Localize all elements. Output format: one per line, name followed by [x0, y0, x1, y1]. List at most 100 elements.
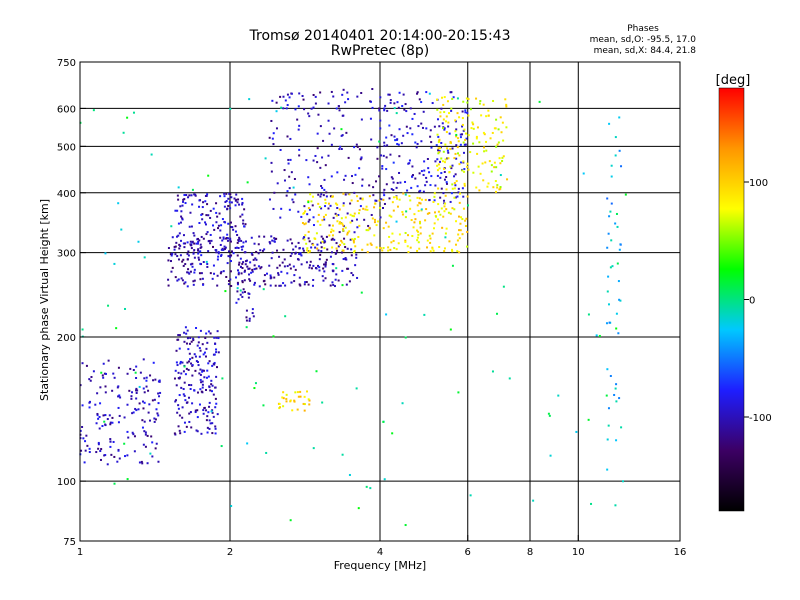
data-point: [97, 447, 100, 450]
data-point: [483, 150, 486, 153]
data-point: [344, 257, 347, 260]
data-point: [189, 244, 192, 247]
data-point: [183, 331, 186, 334]
data-point: [277, 273, 280, 276]
data-point: [450, 167, 453, 170]
data-point: [430, 175, 433, 178]
data-point: [152, 379, 155, 382]
data-point: [272, 132, 275, 135]
data-point: [331, 224, 334, 227]
data-point: [342, 229, 345, 232]
data-point: [332, 270, 335, 273]
data-point: [609, 266, 612, 269]
data-point: [231, 226, 234, 229]
data-point: [247, 296, 250, 299]
data-point: [117, 421, 120, 424]
data-point: [587, 418, 590, 421]
data-point: [211, 409, 214, 412]
data-point: [144, 445, 147, 448]
data-point: [177, 371, 180, 374]
data-point: [186, 258, 189, 261]
data-point: [81, 404, 84, 407]
data-point: [309, 260, 312, 263]
data-point: [92, 109, 95, 112]
data-point: [421, 198, 424, 201]
data-point: [208, 405, 211, 408]
data-point: [426, 157, 429, 160]
data-point: [206, 231, 209, 234]
data-point: [346, 231, 349, 234]
data-point: [187, 268, 190, 271]
data-point: [353, 215, 356, 218]
data-point: [320, 193, 323, 196]
data-point: [314, 95, 317, 98]
data-point: [500, 131, 503, 134]
data-point: [236, 290, 239, 293]
data-point: [415, 146, 418, 149]
data-point: [182, 264, 185, 267]
data-point: [339, 244, 342, 247]
data-point: [148, 403, 151, 406]
data-point: [307, 283, 310, 286]
data-point: [618, 397, 621, 400]
data-point: [395, 196, 398, 199]
data-point: [229, 107, 232, 110]
data-point: [142, 358, 145, 361]
data-point: [501, 121, 504, 124]
data-point: [307, 230, 310, 233]
data-point: [140, 460, 143, 463]
data-point: [92, 370, 95, 373]
data-point: [268, 264, 271, 267]
data-point: [243, 290, 246, 293]
data-point: [301, 221, 304, 224]
data-point: [254, 257, 257, 260]
data-point: [127, 436, 130, 439]
data-point: [292, 248, 295, 251]
data-point: [477, 165, 480, 168]
data-point: [104, 372, 107, 375]
data-point: [398, 128, 401, 131]
data-point: [463, 143, 466, 146]
data-point: [229, 270, 232, 273]
data-point: [342, 249, 345, 252]
data-point: [379, 96, 382, 99]
data-point: [191, 356, 194, 359]
data-point: [227, 204, 230, 207]
data-point: [440, 107, 443, 110]
data-point: [380, 154, 383, 157]
data-point: [201, 386, 204, 389]
data-point: [240, 265, 243, 268]
data-point: [303, 283, 306, 286]
data-point: [203, 351, 206, 354]
data-point: [470, 127, 473, 130]
data-point: [610, 239, 613, 242]
data-point: [190, 194, 193, 197]
data-point: [478, 141, 481, 144]
data-point: [177, 186, 180, 189]
data-point: [234, 204, 237, 207]
data-point: [236, 254, 239, 257]
data-point: [281, 261, 284, 264]
data-point: [453, 187, 456, 190]
data-point: [97, 417, 100, 420]
data-point: [459, 143, 462, 146]
data-point: [419, 189, 422, 192]
data-point: [220, 270, 223, 273]
data-point: [216, 274, 219, 277]
data-point: [371, 217, 374, 220]
data-point: [320, 250, 323, 253]
data-point: [293, 177, 296, 180]
data-point: [611, 265, 614, 268]
data-point: [241, 281, 244, 284]
stats-line-x: mean, sd,X: 84.4, 21.8: [594, 46, 697, 56]
data-point: [451, 147, 454, 150]
data-point: [182, 370, 185, 373]
data-point: [307, 112, 310, 115]
data-point: [417, 209, 420, 212]
data-point: [176, 235, 179, 238]
data-point: [333, 285, 336, 288]
data-point: [497, 141, 500, 144]
data-point: [390, 215, 393, 218]
y-tick-label: 75: [63, 537, 76, 548]
data-point: [344, 216, 347, 219]
